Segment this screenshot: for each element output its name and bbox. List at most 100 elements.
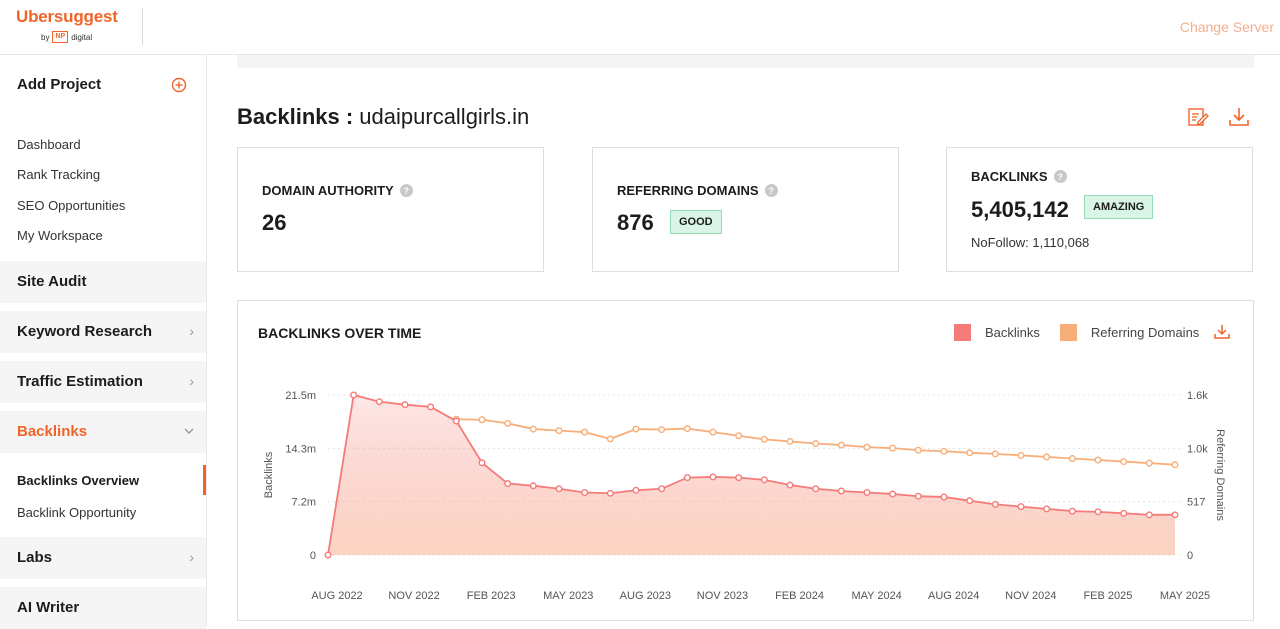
referring-domains-point [889,444,897,452]
referring-domains-point [1145,459,1153,467]
backlinks-point [375,398,383,406]
x-tick-label: FEB 2024 [775,590,824,602]
logo-divider [142,8,143,45]
sidebar-section-keyword-research[interactable]: Keyword Research › [0,311,206,353]
help-icon[interactable]: ? [1053,170,1067,183]
backlinks-card: BACKLINKS ? 5,405,142 AMAZING NoFollow: … [946,147,1253,272]
backlinks-point [812,485,820,493]
backlinks-point [581,488,589,496]
backlinks-point [940,493,948,501]
backlinks-point [632,486,640,494]
nofollow-count: NoFollow: 1,110,068 [971,235,1090,250]
chart-legend: Backlinks Referring Domains [954,324,1199,341]
referring-domains-point [1171,461,1179,469]
x-tick-label: NOV 2023 [697,590,748,602]
backlinks-point [452,417,460,425]
help-icon[interactable]: ? [764,184,778,197]
labs-label: Labs [17,549,53,566]
backlinks-point [786,481,794,489]
domain-authority-text: DOMAIN AUTHORITY [262,183,394,198]
y-tick-label-right: 1.0k [1187,443,1208,455]
backlinks-point [760,476,768,484]
referring-domains-point [709,428,717,436]
sidebar-section-traffic-estimation[interactable]: Traffic Estimation › [0,361,206,403]
x-tick-label: AUG 2022 [311,590,362,602]
backlinks-point [350,391,358,399]
sidebar-item-my-workspace[interactable]: My Workspace [17,228,103,243]
top-gray-strip [237,55,1254,68]
referring-domains-point [863,443,871,451]
chevron-right-icon: › [189,373,194,389]
legend-swatch-backlinks [954,324,971,341]
active-indicator [203,465,206,495]
referring-domains-point [1120,458,1128,466]
referring-domains-point [504,419,512,427]
backlinks-point [683,474,691,482]
backlinks-card-text: BACKLINKS [971,169,1048,184]
backlinks-point [735,474,743,482]
sidebar-item-seo-opportunities[interactable]: SEO Opportunities [17,198,126,213]
x-tick-label: AUG 2024 [928,590,979,602]
download-icon[interactable] [1228,106,1250,128]
legend-item-backlinks[interactable]: Backlinks [954,324,1040,341]
domain-authority-value: 26 [262,210,287,235]
x-tick-label: MAY 2024 [851,590,901,602]
sidebar-item-backlinks-overview[interactable]: Backlinks Overview [17,473,140,488]
chart-download-icon[interactable] [1213,323,1231,341]
sidebar-section-site-audit[interactable]: Site Audit [0,261,206,303]
sidebar-item-rank-tracking[interactable]: Rank Tracking [17,167,101,182]
y-tick-label-left: 7.2m [292,497,316,509]
legend-label-referring: Referring Domains [1090,325,1200,340]
logo-digital: digital [71,32,93,42]
backlinks-point [863,488,871,496]
referring-domains-point [940,447,948,455]
backlinks-point [1094,508,1102,516]
referring-domains-point [914,446,922,454]
referring-domains-point [529,425,537,433]
backlinks-card-label: BACKLINKS ? [971,169,1067,184]
top-bar: Ubersuggest by NP digital Change Server [0,0,1280,55]
amazing-badge: AMAZING [1084,195,1154,219]
chart-title: BACKLINKS OVER TIME [258,325,422,341]
referring-domains-point [837,441,845,449]
add-circle-icon[interactable] [171,77,187,93]
x-tick-label: MAY 2023 [543,590,593,602]
referring-domains-point [1043,453,1051,461]
ubersuggest-logo[interactable]: Ubersuggest by NP digital [16,7,118,43]
sidebar-item-backlink-opportunity[interactable]: Backlink Opportunity [17,505,137,520]
referring-domains-point [1017,451,1025,459]
legend-swatch-referring [1059,324,1077,341]
referring-domains-point [555,427,563,435]
logo-title: Ubersuggest [16,7,118,26]
y-tick-label-right: 0 [1187,550,1193,562]
backlinks-label: Backlinks [17,423,88,440]
edit-report-icon[interactable] [1187,106,1209,128]
backlinks-point [991,500,999,508]
backlinks-point [504,480,512,488]
sidebar-section-labs[interactable]: Labs › [0,537,206,579]
y-tick-label-left: 14.3m [285,443,316,455]
sidebar: Add Project Dashboard Rank Tracking SEO … [0,55,207,629]
referring-domains-point [606,435,614,443]
referring-domains-point [478,416,486,424]
referring-domains-point [581,428,589,436]
backlinks-chart: 0 0 7.2m 517 14.3m 1.0k 21.5m 1.6k Backlinks Refe… [263,390,1226,602]
backlinks-point [914,492,922,500]
chevron-down-icon [184,428,194,434]
sidebar-item-dashboard[interactable]: Dashboard [17,137,81,152]
chevron-right-icon: › [189,323,194,339]
backlinks-point [324,551,332,559]
change-server-link[interactable]: Change Server [1179,19,1274,35]
backlinks-point [709,473,717,481]
sidebar-section-backlinks[interactable]: Backlinks [0,411,206,453]
backlinks-point [1068,507,1076,515]
backlinks-point [966,497,974,505]
backlinks-point [606,489,614,497]
title-label: Backlinks : [237,104,354,129]
legend-item-referring-domains[interactable]: Referring Domains [1059,324,1200,341]
add-project-label[interactable]: Add Project [17,76,102,93]
help-icon[interactable]: ? [399,184,413,197]
keyword-research-label: Keyword Research [17,323,153,340]
sidebar-section-ai-writer[interactable]: AI Writer [0,587,206,629]
y-axis-label-right: Referring Domains [1214,429,1226,521]
